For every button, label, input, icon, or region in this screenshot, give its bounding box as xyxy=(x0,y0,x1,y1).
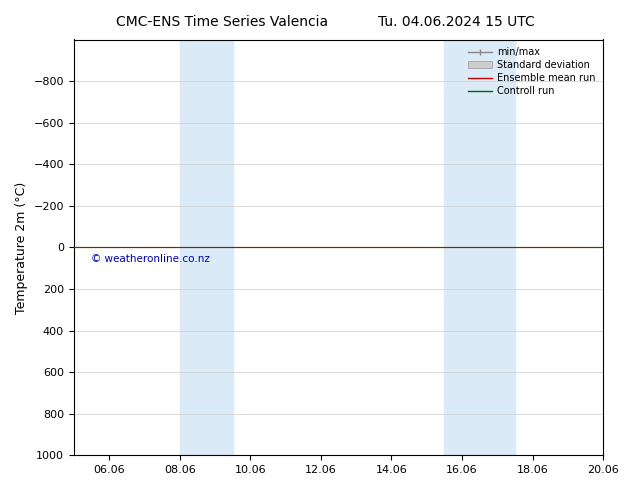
Legend: min/max, Standard deviation, Ensemble mean run, Controll run: min/max, Standard deviation, Ensemble me… xyxy=(465,45,598,99)
Bar xyxy=(179,40,233,455)
Text: Tu. 04.06.2024 15 UTC: Tu. 04.06.2024 15 UTC xyxy=(378,15,535,29)
Bar xyxy=(444,40,515,455)
Text: © weatheronline.co.nz: © weatheronline.co.nz xyxy=(91,254,210,264)
Y-axis label: Temperature 2m (°C): Temperature 2m (°C) xyxy=(15,181,28,314)
Text: CMC-ENS Time Series Valencia: CMC-ENS Time Series Valencia xyxy=(116,15,328,29)
